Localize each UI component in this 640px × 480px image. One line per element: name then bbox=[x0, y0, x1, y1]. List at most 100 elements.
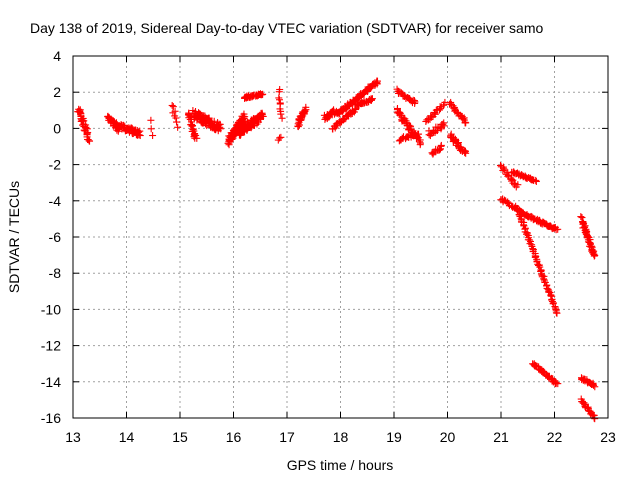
data-point bbox=[532, 176, 540, 184]
data-point bbox=[453, 108, 461, 116]
x-tick-label: 14 bbox=[119, 429, 135, 445]
data-point bbox=[431, 110, 439, 118]
data-point bbox=[172, 114, 180, 122]
data-point bbox=[259, 112, 267, 120]
data-point bbox=[246, 123, 254, 131]
data-point bbox=[590, 381, 598, 389]
data-point bbox=[147, 125, 155, 133]
data-point bbox=[135, 128, 143, 136]
data-point bbox=[440, 122, 448, 130]
data-point bbox=[192, 131, 200, 139]
x-tick-label: 19 bbox=[386, 429, 402, 445]
data-point bbox=[278, 114, 286, 122]
data-point bbox=[367, 96, 375, 104]
data-point bbox=[294, 122, 302, 130]
data-point bbox=[532, 177, 540, 185]
data-point bbox=[553, 309, 561, 317]
x-tick-label: 20 bbox=[440, 429, 456, 445]
data-point bbox=[534, 262, 542, 270]
y-tick-label: -14 bbox=[41, 374, 61, 390]
axis-ticks bbox=[72, 55, 609, 419]
data-point bbox=[301, 107, 309, 115]
data-point bbox=[504, 198, 512, 206]
data-point bbox=[76, 108, 84, 116]
y-tick-label: -4 bbox=[49, 193, 62, 209]
data-point bbox=[193, 134, 201, 142]
x-tick-label: 18 bbox=[333, 429, 349, 445]
data-point bbox=[169, 103, 177, 111]
x-axis-label: GPS time / hours bbox=[287, 457, 394, 473]
data-point bbox=[590, 252, 598, 260]
y-tick-label: -10 bbox=[41, 301, 61, 317]
data-point bbox=[416, 141, 424, 149]
data-point bbox=[437, 125, 445, 133]
x-tick-label: 22 bbox=[547, 429, 563, 445]
y-tick-label: 2 bbox=[53, 84, 61, 100]
data-point bbox=[523, 230, 531, 238]
data-point bbox=[217, 125, 225, 133]
grid-lines bbox=[73, 56, 608, 418]
data-point bbox=[500, 165, 508, 173]
data-point bbox=[497, 161, 505, 169]
data-points bbox=[74, 77, 599, 423]
data-point bbox=[578, 214, 586, 222]
data-point bbox=[439, 120, 447, 128]
data-point bbox=[406, 122, 414, 130]
data-point bbox=[447, 101, 455, 109]
data-point bbox=[554, 380, 562, 388]
x-tick-labels: 13 14 15 16 17 18 19 20 21 22 23 bbox=[65, 429, 616, 445]
data-point bbox=[168, 101, 176, 109]
data-point bbox=[586, 239, 594, 247]
data-point bbox=[298, 113, 306, 121]
data-point bbox=[462, 119, 470, 127]
data-point bbox=[514, 181, 522, 189]
data-point bbox=[551, 224, 559, 232]
data-point bbox=[459, 115, 467, 123]
data-point bbox=[78, 116, 86, 124]
data-point bbox=[189, 126, 197, 134]
y-axis-label: SDTVAR / TECUs bbox=[6, 181, 22, 293]
y-tick-label: 4 bbox=[53, 48, 61, 64]
y-tick-label: 0 bbox=[53, 120, 61, 136]
y-tick-label: -2 bbox=[49, 157, 62, 173]
y-tick-label: -16 bbox=[41, 410, 61, 426]
x-tick-label: 17 bbox=[279, 429, 295, 445]
data-point bbox=[174, 123, 182, 131]
data-point bbox=[258, 111, 266, 119]
data-point bbox=[577, 213, 585, 221]
data-point bbox=[188, 120, 196, 128]
data-point bbox=[276, 134, 284, 142]
data-point bbox=[84, 128, 92, 136]
data-point bbox=[277, 133, 285, 141]
y-tick-label: -12 bbox=[41, 338, 61, 354]
y-tick-label: -8 bbox=[49, 265, 62, 281]
data-point bbox=[540, 275, 548, 283]
data-point bbox=[85, 137, 93, 145]
data-point bbox=[454, 139, 462, 147]
data-point bbox=[554, 225, 562, 233]
x-tick-label: 21 bbox=[493, 429, 509, 445]
data-point bbox=[275, 96, 283, 104]
data-point bbox=[149, 132, 157, 140]
y-tick-labels: -16 -14 -12 -10 -8 -6 -4 -2 0 2 4 bbox=[41, 48, 61, 426]
x-tick-label: 16 bbox=[226, 429, 242, 445]
data-point bbox=[579, 218, 587, 226]
data-point bbox=[240, 110, 248, 118]
data-point bbox=[591, 415, 599, 423]
chart-title: Day 138 of 2019, Sidereal Day-to-day VTE… bbox=[30, 20, 543, 36]
data-point bbox=[533, 257, 541, 265]
y-tick-label: -6 bbox=[49, 229, 62, 245]
data-point bbox=[147, 116, 155, 124]
data-point bbox=[136, 127, 144, 135]
data-point bbox=[411, 99, 419, 107]
x-tick-label: 13 bbox=[65, 429, 81, 445]
data-point bbox=[437, 141, 445, 149]
data-point bbox=[302, 106, 310, 114]
data-point bbox=[428, 113, 436, 121]
x-tick-label: 15 bbox=[172, 429, 188, 445]
data-point bbox=[462, 149, 470, 157]
data-point bbox=[514, 207, 522, 215]
data-point bbox=[373, 77, 381, 85]
